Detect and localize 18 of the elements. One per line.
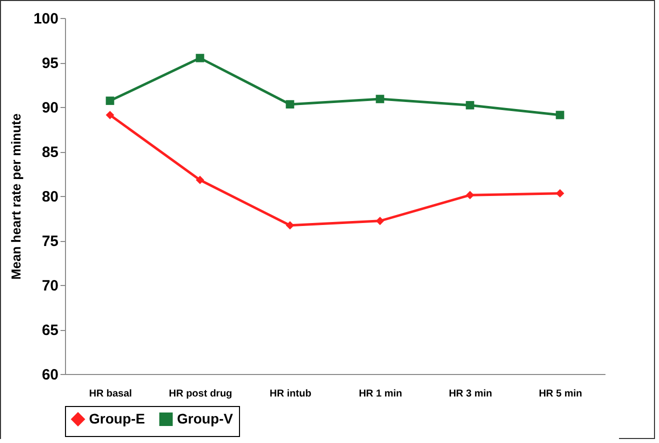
legend-label: Group-E [89, 410, 145, 426]
y-tick-label: 80 [42, 188, 58, 206]
x-tick-label: HR intub [270, 388, 312, 400]
x-tick-label: HR 1 min [358, 388, 402, 400]
y-tick-label: 90 [42, 100, 58, 116]
x-tick-label: HR basal [89, 388, 132, 400]
y-tick-label: 70 [42, 278, 58, 294]
y-tick-label: 100 [33, 10, 58, 28]
x-tick-label: HR post drug [168, 388, 232, 400]
y-tick-label: 65 [42, 322, 58, 339]
y-tick-label: 95 [42, 55, 58, 72]
legend-label: Group-V [177, 410, 234, 426]
y-tick-label: 75 [42, 233, 58, 250]
x-tick-label: HR 3 min [448, 388, 492, 400]
y-tick-label: 85 [42, 144, 58, 161]
y-axis-title: Mean heart rate per minute [8, 113, 24, 280]
y-tick-label: 60 [42, 366, 58, 384]
x-tick-label: HR 5 min [538, 388, 582, 400]
